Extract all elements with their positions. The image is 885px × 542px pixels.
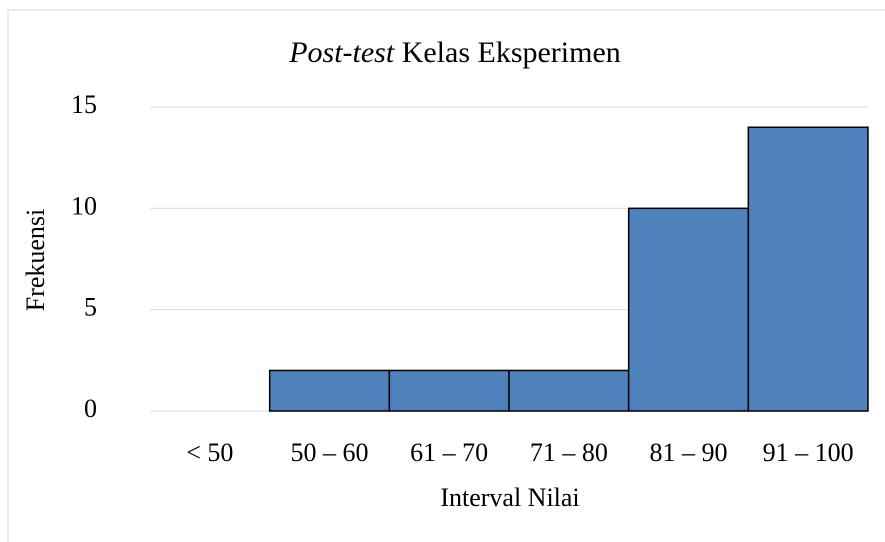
y-tick-label: 10 <box>71 191 97 220</box>
x-tick-label: 71 – 80 <box>530 438 608 467</box>
y-axis-label: Frekuensi <box>21 209 50 312</box>
bar <box>747 126 869 412</box>
y-tick-label: 5 <box>84 293 97 322</box>
title-italic: Post-test <box>288 36 395 69</box>
bar <box>268 369 391 412</box>
y-tick-label: 0 <box>84 394 97 423</box>
bar <box>508 369 630 412</box>
x-tick-label: 91 – 100 <box>763 438 854 467</box>
title-rest: Kelas Eksperimen <box>402 36 621 69</box>
x-axis-label: Interval Nilai <box>440 483 579 512</box>
x-tick-label: 81 – 90 <box>650 438 728 467</box>
chart-title: Post-test Kelas Eksperimen <box>288 36 621 69</box>
bar <box>388 369 510 412</box>
x-tick-label: < 50 <box>186 438 233 467</box>
bar <box>627 207 750 412</box>
y-tick-label: 15 <box>71 90 97 119</box>
x-tick-label: 50 – 60 <box>291 438 369 467</box>
x-tick-label: 61 – 70 <box>410 438 488 467</box>
